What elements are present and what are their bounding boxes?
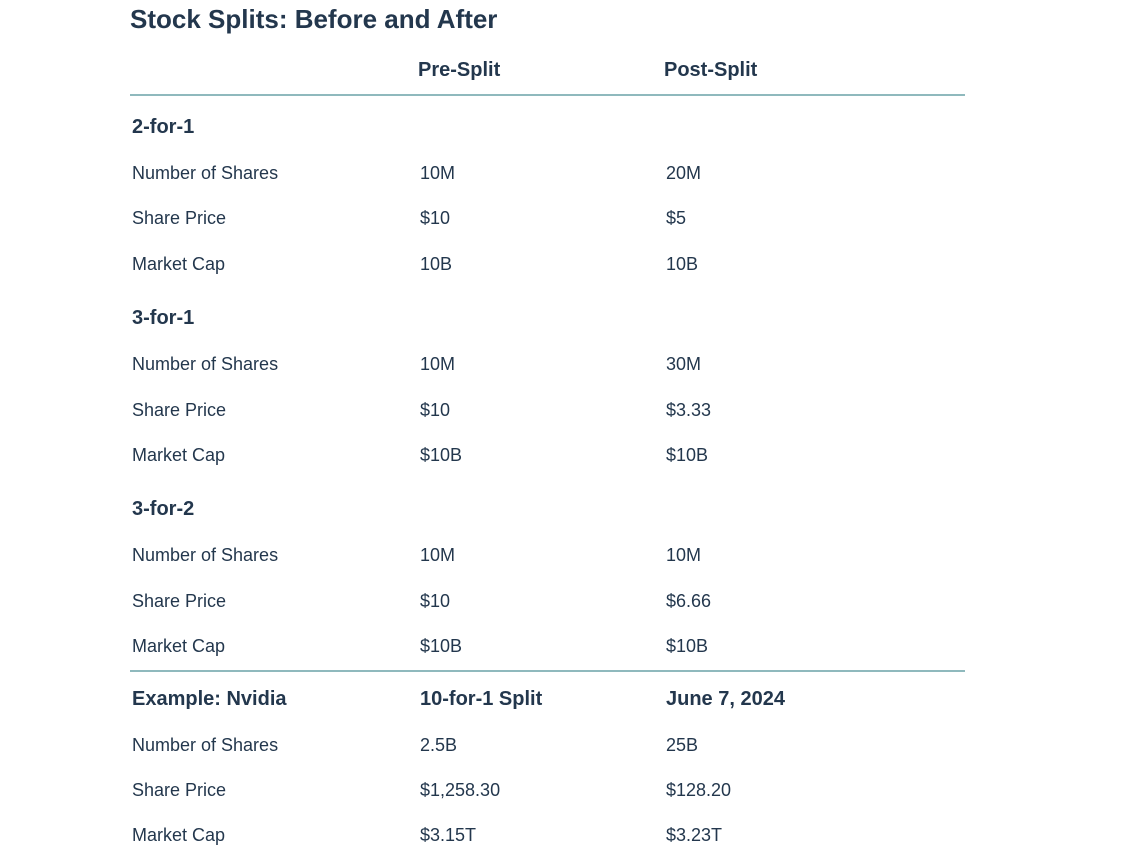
table-row: Share Price $10 $3.33 bbox=[130, 388, 965, 433]
cell-post: 10M bbox=[664, 533, 965, 578]
cell-post: $6.66 bbox=[664, 579, 965, 624]
cell-post: $10B bbox=[664, 433, 965, 478]
column-header bbox=[130, 53, 418, 94]
cell-post: $5 bbox=[664, 196, 965, 241]
row-label: Number of Shares bbox=[130, 151, 418, 196]
section-heading-label: 3-for-2 bbox=[130, 478, 965, 533]
section-heading-label: 2-for-1 bbox=[130, 96, 965, 151]
cell-post: $3.33 bbox=[664, 388, 965, 433]
cell-post: 30M bbox=[664, 342, 965, 387]
cell-post: 10B bbox=[664, 242, 965, 287]
cell-pre: $10 bbox=[418, 388, 664, 433]
cell-pre: 10M bbox=[418, 533, 664, 578]
table-header-row: Pre-Split Post-Split bbox=[130, 53, 965, 94]
row-label: Share Price bbox=[130, 579, 418, 624]
table-row: Share Price $1,258.30 $128.20 bbox=[130, 768, 965, 813]
cell-pre: $10 bbox=[418, 196, 664, 241]
table-row: Number of Shares 10M 10M bbox=[130, 533, 965, 578]
cell-post: $3.23T bbox=[664, 813, 965, 858]
table-row: Market Cap $3.15T $3.23T bbox=[130, 813, 965, 858]
table-row: Number of Shares 10M 20M bbox=[130, 151, 965, 196]
row-label: Market Cap bbox=[130, 242, 418, 287]
cell-post: $128.20 bbox=[664, 768, 965, 813]
cell-pre: 10M bbox=[418, 342, 664, 387]
example-heading-row: Example: Nvidia 10-for-1 Split June 7, 2… bbox=[130, 672, 965, 723]
row-label: Share Price bbox=[130, 196, 418, 241]
row-label: Market Cap bbox=[130, 813, 418, 858]
cell-post: 25B bbox=[664, 723, 965, 768]
cell-pre: $10B bbox=[418, 433, 664, 478]
cell-pre: 2.5B bbox=[418, 723, 664, 768]
row-label: Number of Shares bbox=[130, 533, 418, 578]
table-row: Number of Shares 10M 30M bbox=[130, 342, 965, 387]
column-header: Post-Split bbox=[664, 53, 965, 94]
row-label: Number of Shares bbox=[130, 723, 418, 768]
cell-pre: $1,258.30 bbox=[418, 768, 664, 813]
content-region: Stock Splits: Before and After Pre-Split… bbox=[0, 0, 965, 859]
row-label: Share Price bbox=[130, 768, 418, 813]
row-label: Market Cap bbox=[130, 624, 418, 669]
row-label: Number of Shares bbox=[130, 342, 418, 387]
cell-pre: $10B bbox=[418, 624, 664, 669]
row-label: Share Price bbox=[130, 388, 418, 433]
section-heading: 3-for-2 bbox=[130, 478, 965, 533]
table-row: Market Cap 10B 10B bbox=[130, 242, 965, 287]
table-row: Number of Shares 2.5B 25B bbox=[130, 723, 965, 768]
table-row: Market Cap $10B $10B bbox=[130, 624, 965, 669]
example-heading-post: June 7, 2024 bbox=[664, 672, 965, 723]
row-label: Market Cap bbox=[130, 433, 418, 478]
section-heading: 2-for-1 bbox=[130, 96, 965, 151]
example-heading-pre: 10-for-1 Split bbox=[418, 672, 664, 723]
table-row: Share Price $10 $5 bbox=[130, 196, 965, 241]
splits-table: Pre-Split Post-Split 2-for-1 Number of S… bbox=[130, 53, 965, 859]
section-heading: 3-for-1 bbox=[130, 287, 965, 342]
cell-pre: 10B bbox=[418, 242, 664, 287]
cell-pre: $10 bbox=[418, 579, 664, 624]
cell-pre: 10M bbox=[418, 151, 664, 196]
cell-post: $10B bbox=[664, 624, 965, 669]
table-row: Share Price $10 $6.66 bbox=[130, 579, 965, 624]
page-title: Stock Splits: Before and After bbox=[130, 4, 965, 35]
cell-pre: $3.15T bbox=[418, 813, 664, 858]
column-header: Pre-Split bbox=[418, 53, 664, 94]
example-heading-label: Example: Nvidia bbox=[130, 672, 418, 723]
section-heading-label: 3-for-1 bbox=[130, 287, 965, 342]
table-row: Market Cap $10B $10B bbox=[130, 433, 965, 478]
cell-post: 20M bbox=[664, 151, 965, 196]
